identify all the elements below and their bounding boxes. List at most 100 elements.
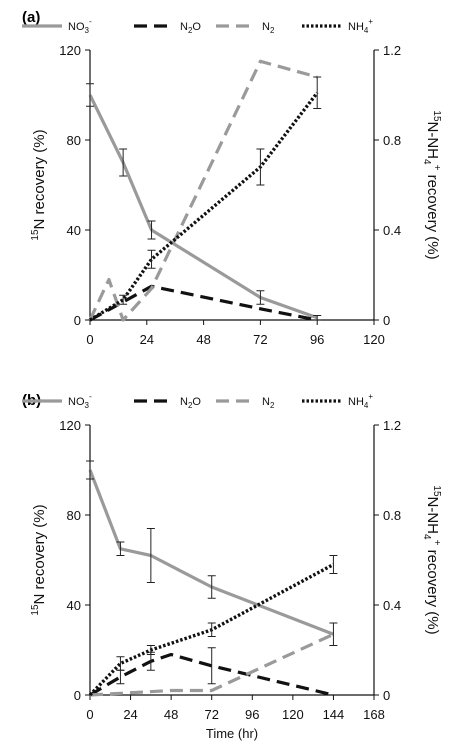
- legend-label-main: N: [180, 396, 188, 408]
- legend-label: NH4+: [348, 17, 373, 35]
- legend-label-sub: 3: [85, 401, 90, 410]
- y-axis-left-label-sup: 15: [30, 604, 41, 616]
- legend-item: NH4+: [302, 17, 373, 35]
- legend-label-main: N: [180, 21, 188, 33]
- legend-label-suffix: O: [192, 396, 201, 408]
- x-tick-label: 24: [123, 707, 137, 722]
- legend-label-sub: 2: [188, 401, 193, 410]
- legend-item: NO3-: [22, 17, 92, 35]
- legend-label: N2: [262, 396, 275, 410]
- legend-label-sub: 2: [188, 26, 193, 35]
- y-axis-right-label-text: N-NH: [424, 122, 441, 160]
- y-axis-right-label: 15N-NH4+ recovery (%): [421, 485, 442, 634]
- y-axis-right-label-sub: 4: [421, 159, 432, 165]
- y-axis-left-label-text: N recovery (%): [31, 504, 48, 604]
- legend-label: NH4+: [348, 392, 373, 410]
- legend-item: N2O: [134, 21, 201, 35]
- legend-label-main: N: [262, 396, 270, 408]
- legend-label-sub: 2: [270, 26, 275, 35]
- series-line-no3: [88, 94, 318, 320]
- y-axis-right-label-text: N-NH: [424, 497, 441, 535]
- x-tick-label: 48: [196, 332, 210, 347]
- legend-item: N2: [216, 21, 275, 35]
- legend-label-sub: 4: [364, 401, 369, 410]
- error-bar: [313, 315, 322, 321]
- series-line-n2: [88, 59, 318, 322]
- x-tick-label: 120: [282, 707, 304, 722]
- y-right-tick-label: 0: [383, 688, 390, 703]
- y-axis-right-label-plus: +: [431, 540, 442, 546]
- y-left-tick-label: 80: [67, 133, 81, 148]
- error-bar: [146, 528, 155, 583]
- legend-label-sup: +: [368, 392, 373, 401]
- y-axis-right-label-plus: +: [431, 165, 442, 171]
- error-bar: [116, 541, 125, 556]
- y-right-tick-label: 0.4: [383, 598, 401, 613]
- series-line-n2o: [89, 284, 318, 322]
- chart-panel-a: (a)NO3- N2O N2 NH4+0 24 48 72 96 1200408012000.4…: [22, 9, 442, 347]
- x-axis-label: Time (hr): [206, 726, 258, 741]
- series-line-n2o: [89, 652, 334, 697]
- error-bar: [146, 645, 155, 655]
- error-bar: [119, 294, 128, 305]
- legend-item: NH4+: [302, 392, 373, 410]
- y-axis-right-label-sup: 15: [431, 110, 442, 122]
- y-axis-left-label-text: N recovery (%): [31, 129, 48, 229]
- y-axis-left-label: 15N recovery (%): [30, 129, 48, 240]
- error-bar: [207, 575, 216, 599]
- legend-label: N2: [262, 21, 275, 35]
- error-bar: [256, 148, 265, 186]
- x-tick-label: 120: [363, 332, 385, 347]
- legend-label: NO3-: [68, 17, 92, 35]
- x-tick-label: 0: [86, 332, 93, 347]
- legend-label: N2O: [180, 21, 201, 35]
- y-left-tick-label: 40: [67, 598, 81, 613]
- legend-label-sup: +: [368, 17, 373, 26]
- panel-label: (a): [22, 9, 40, 26]
- y-axis-right-label-rest: recovery (%): [424, 545, 441, 634]
- legend-label-sup: -: [89, 392, 92, 401]
- y-axis-right-label-rest: recovery (%): [424, 170, 441, 259]
- y-right-tick-label: 1.2: [383, 43, 401, 58]
- y-left-tick-label: 80: [67, 508, 81, 523]
- legend-label-sub: 3: [85, 26, 90, 35]
- y-axis-right-label-sup: 15: [431, 485, 442, 497]
- legend-item: N2: [216, 396, 275, 410]
- series-line-nh4: [88, 563, 335, 697]
- error-bar: [329, 622, 338, 646]
- legend-label-main: NO: [68, 21, 85, 33]
- y-axis-left-label: 15N recovery (%): [30, 504, 48, 615]
- y-right-tick-label: 0: [383, 313, 390, 328]
- error-bar: [207, 622, 216, 637]
- error-bar: [147, 249, 156, 269]
- legend-label: NO3-: [68, 392, 92, 410]
- legend-label-sub: 4: [364, 26, 369, 35]
- x-tick-label: 168: [363, 707, 385, 722]
- y-left-tick-label: 0: [74, 688, 81, 703]
- error-bar: [116, 656, 125, 671]
- legend-label-main: NH: [348, 396, 364, 408]
- x-tick-label: 72: [253, 332, 267, 347]
- error-bar: [86, 83, 94, 107]
- error-bar: [256, 290, 265, 305]
- series-line-no3: [88, 469, 334, 636]
- y-left-tick-label: 0: [74, 313, 81, 328]
- error-bar: [313, 76, 322, 109]
- legend-label-main: NH: [348, 21, 364, 33]
- y-right-tick-label: 1.2: [383, 418, 401, 433]
- series-line-nh4: [89, 91, 319, 322]
- error-bar: [207, 647, 216, 685]
- legend-label-main: N: [262, 21, 270, 33]
- legend-label-suffix: O: [192, 21, 201, 33]
- y-axis-left-label-sup: 15: [30, 229, 41, 241]
- x-tick-label: 72: [204, 707, 218, 722]
- legend-label-main: NO: [68, 396, 85, 408]
- legend-label-sub: 2: [270, 401, 275, 410]
- y-axis-right-label: 15N-NH4+ recovery (%): [421, 110, 442, 259]
- legend-item: N2O: [134, 396, 201, 410]
- y-right-tick-label: 0.8: [383, 133, 401, 148]
- legend-label-sup: -: [89, 17, 92, 26]
- x-tick-label: 144: [323, 707, 345, 722]
- error-bar: [329, 555, 338, 574]
